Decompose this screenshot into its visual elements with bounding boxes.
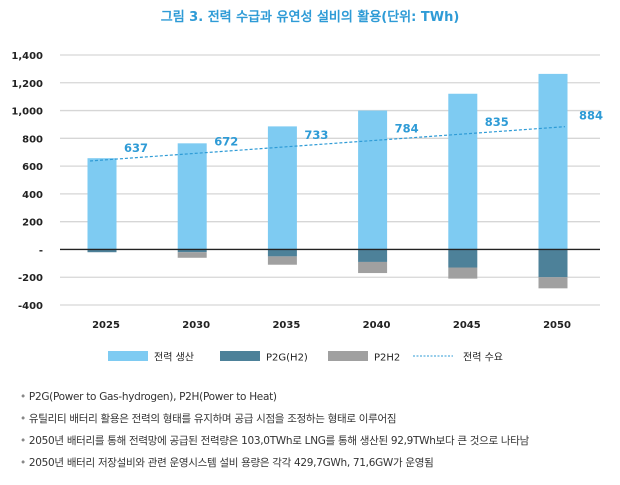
y-tick-label: 400 — [22, 190, 43, 201]
bullet-icon: • — [20, 435, 26, 447]
x-tick-label: 2045 — [453, 320, 481, 331]
legend-power-demand: 전력 수요 — [413, 352, 503, 364]
bar-power-production — [448, 93, 478, 250]
y-tick-label: 1,400 — [11, 51, 43, 62]
bar-p2g-h2 — [448, 249, 478, 268]
data-labels: 637 672 733 784 835 884 — [124, 109, 603, 156]
x-tick-label: 2035 — [272, 320, 300, 331]
legend-p2h2: P2H2 — [328, 351, 400, 364]
bar-p2g-h2 — [538, 249, 568, 278]
note-item: • 2050년 배터리를 통해 전력망에 공급된 전력량은 103,0TWh로 L… — [20, 430, 610, 452]
chart: 1,400 1,200 1,000 800 600 400 200 - -200 -400 637… — [11, 51, 603, 364]
note-text: P2G(Power to Gas-hydrogen), P2H(Power to… — [28, 391, 277, 403]
bullet-icon: • — [20, 391, 26, 403]
demand-data-label: 672 — [214, 135, 238, 149]
bar-p2h2 — [358, 261, 388, 274]
bullet-icon: • — [20, 413, 26, 425]
note-item: • 유틸리티 배터리 활용은 전력의 형태를 유지하며 공급 시점을 조정하는 형… — [20, 408, 610, 430]
demand-data-label: 784 — [395, 122, 419, 136]
bar-p2h2 — [448, 267, 478, 279]
legend-p2g-h2: P2G(H2) — [220, 351, 308, 364]
note-text: 2050년 배터리를 통해 전력망에 공급된 전력량은 103,0TWh로 LN… — [28, 435, 529, 447]
bar-power-production — [177, 143, 207, 250]
legend-swatch — [220, 351, 260, 361]
legend-power-production: 전력 생산 — [108, 351, 194, 364]
y-tick-label: -400 — [18, 301, 43, 312]
bar-p2g-h2 — [267, 249, 297, 257]
note-item: • 2050년 배터리 저장설비와 관련 운영시스템 설비 용량은 각각 429,… — [20, 452, 610, 474]
bar-power-production — [267, 126, 297, 250]
y-tick-label: - — [39, 245, 43, 256]
note-text: 유틸리티 배터리 활용은 전력의 형태를 유지하며 공급 시점을 조정하는 형태… — [28, 413, 397, 425]
demand-data-label: 637 — [124, 141, 148, 155]
legend: 전력 생산 P2G(H2) P2H2 전력 수요 — [108, 351, 503, 364]
y-tick-label: 200 — [22, 218, 43, 229]
demand-data-label: 733 — [304, 128, 328, 142]
bar-p2h2 — [177, 252, 207, 258]
note-text: 2050년 배터리 저장설비와 관련 운영시스템 설비 용량은 각각 429,7… — [28, 457, 434, 469]
bar-power-production — [538, 73, 568, 250]
legend-swatch — [328, 351, 368, 361]
y-axis-ticks: 1,400 1,200 1,000 800 600 400 200 - -200 -400 — [11, 51, 43, 312]
bars — [87, 73, 568, 289]
note-item: • P2G(Power to Gas-hydrogen), P2H(Power t… — [20, 386, 610, 408]
legend-label: P2G(H2) — [266, 353, 308, 364]
bar-p2g-h2 — [177, 249, 207, 253]
bar-p2g-h2 — [358, 249, 388, 262]
y-tick-label: -200 — [18, 273, 43, 284]
gridlines — [60, 54, 600, 306]
bullet-icon: • — [20, 457, 26, 469]
demand-data-label: 835 — [485, 115, 509, 129]
x-tick-label: 2025 — [92, 320, 120, 331]
bar-power-production — [358, 110, 388, 250]
x-axis-ticks: 2025 2030 2035 2040 2045 2050 — [92, 320, 571, 331]
y-tick-label: 600 — [22, 162, 43, 173]
x-tick-label: 2030 — [182, 320, 210, 331]
bar-p2h2 — [538, 277, 568, 289]
x-tick-label: 2040 — [363, 320, 391, 331]
demand-line-path — [89, 126, 566, 162]
y-tick-label: 1,200 — [11, 79, 43, 90]
demand-data-label: 884 — [579, 109, 603, 123]
x-tick-label: 2050 — [543, 320, 571, 331]
y-tick-label: 1,000 — [11, 107, 43, 118]
legend-label: P2H2 — [374, 353, 400, 364]
legend-label: 전력 수요 — [463, 352, 503, 364]
legend-label: 전력 생산 — [154, 352, 194, 364]
demand-line — [89, 126, 566, 162]
y-tick-label: 800 — [22, 134, 43, 145]
notes-list: • P2G(Power to Gas-hydrogen), P2H(Power t… — [20, 386, 610, 474]
bar-p2h2 — [267, 256, 297, 265]
bar-p2g-h2 — [87, 249, 117, 253]
bar-power-production — [87, 158, 117, 250]
legend-swatch — [108, 351, 148, 361]
chart-title: 그림 3. 전력 수급과 유연성 설비의 활용(단위: TWh) — [160, 10, 460, 25]
